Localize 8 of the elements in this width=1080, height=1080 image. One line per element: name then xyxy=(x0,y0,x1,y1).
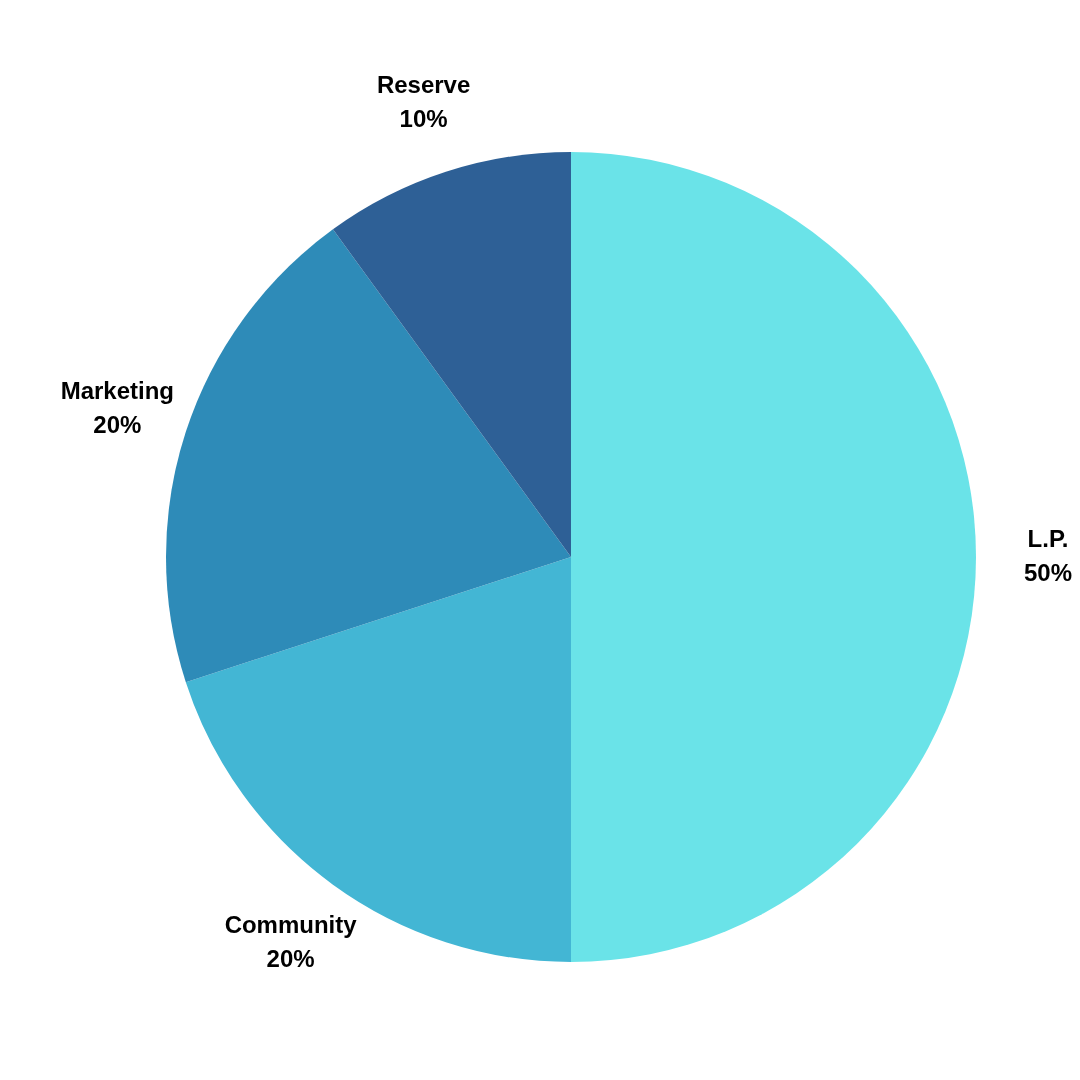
slice-label: Community xyxy=(224,910,358,938)
slice-label: L.P. xyxy=(1027,524,1069,552)
data-label: 20% xyxy=(93,411,142,439)
data-label: 50% xyxy=(1023,558,1073,586)
data-label: 20% xyxy=(266,944,315,972)
data-label: 10% xyxy=(399,104,448,132)
slice-label: Reserve xyxy=(376,70,471,98)
slice-label: Marketing xyxy=(60,377,175,405)
